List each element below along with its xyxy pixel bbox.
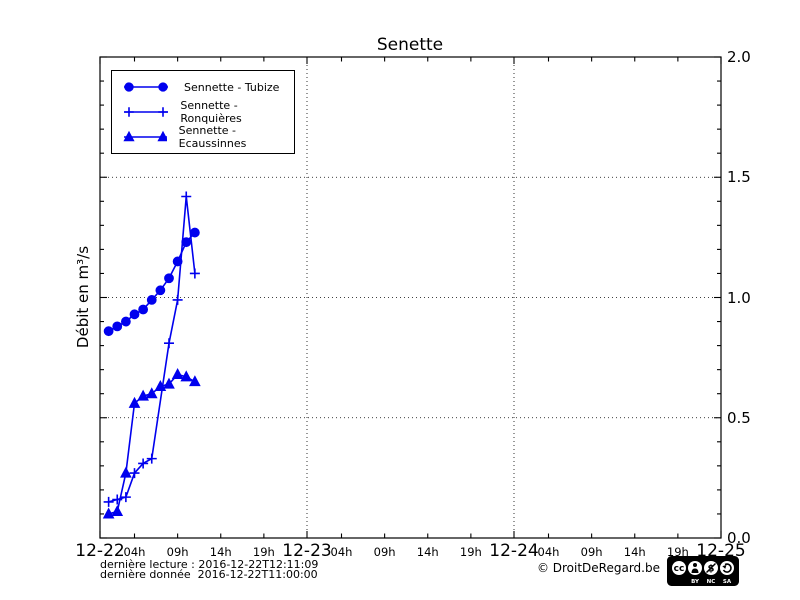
circle-marker <box>146 295 157 305</box>
triangle-marker <box>145 387 158 399</box>
plus-marker <box>103 496 114 507</box>
triangle-marker <box>123 130 135 141</box>
x-tick-label-hour: 09h <box>166 545 189 559</box>
plus-marker <box>129 468 140 479</box>
creative-commons-badge: cc $ BY NC SA <box>667 556 739 586</box>
plus-marker <box>120 492 131 503</box>
legend-label: Sennette - Tubize <box>184 80 280 94</box>
circle-marker <box>189 227 200 238</box>
circle-marker <box>164 273 174 284</box>
plus-marker <box>172 294 183 305</box>
plus-marker <box>124 107 134 117</box>
y-tick-label: 0.5 <box>727 408 751 427</box>
cc-by-label: BY <box>691 579 700 585</box>
y-axis-label: Débit en m³/s <box>74 245 92 349</box>
x-tick-label-hour: 04h <box>123 545 146 559</box>
x-tick-label-day: 12-22 <box>75 541 125 561</box>
svg-text:$: $ <box>708 564 715 575</box>
plus-marker <box>189 268 200 279</box>
plus-marker <box>146 453 157 464</box>
y-tick-label: 2.0 <box>727 48 751 66</box>
x-tick-label-day: 12-25 <box>696 541 746 561</box>
triangle-marker <box>128 396 141 408</box>
y-tick-label: 1.0 <box>727 288 751 307</box>
circle-marker <box>129 309 140 320</box>
triangle-marker <box>120 466 132 478</box>
triangle-marker <box>137 389 149 401</box>
legend-box: Sennette - Tubize Sennette - Ronquières … <box>111 70 295 154</box>
triangle-marker <box>154 380 167 391</box>
series-2 <box>102 367 201 519</box>
series-1 <box>103 191 200 507</box>
x-tick-label-hour: 04h <box>537 545 560 559</box>
series-0 <box>103 227 200 337</box>
legend-item-ronquieres: Sennette - Ronquières <box>112 99 294 125</box>
legend-label: Sennette - Ronquières <box>180 98 242 125</box>
legend-item-ecaussinnes: Sennette - Ecaussinnes <box>112 124 294 150</box>
cc-nc-label: NC <box>707 579 716 585</box>
legend-item-tubize: Sennette - Tubize <box>112 78 294 96</box>
triangle-marker <box>180 370 193 382</box>
x-tick-label-hour: 04h <box>330 545 353 559</box>
x-tick-label-hour: 19h <box>459 545 482 559</box>
copyright-text: © DroitDeRegard.be <box>536 561 660 575</box>
triangle-marker <box>102 507 115 519</box>
y-tick-label: 1.5 <box>727 168 751 187</box>
axis-ticks <box>99 56 722 539</box>
triangle-marker <box>171 367 184 379</box>
cc-sa-label: SA <box>723 579 732 585</box>
circle-marker <box>112 321 123 332</box>
x-tick-label-hour: 19h <box>252 545 275 559</box>
circle-marker <box>158 82 168 93</box>
triangle-marker <box>157 130 167 141</box>
x-tick-label-hour: 09h <box>580 545 603 559</box>
circle-marker-icon <box>124 82 168 93</box>
x-tick-label-hour: 19h <box>666 545 689 559</box>
x-tick-label-day: 12-23 <box>282 541 332 561</box>
circle-marker <box>103 326 114 337</box>
plus-marker <box>164 338 174 349</box>
circle-marker <box>124 82 134 93</box>
plus-marker <box>158 107 168 117</box>
cc-by-icon <box>688 561 702 575</box>
cc-sa-icon <box>720 561 734 575</box>
circle-marker <box>172 256 183 267</box>
plus-marker <box>181 191 192 202</box>
circle-marker <box>155 285 166 296</box>
legend-label: Sennette - Ecaussinnes <box>178 123 247 150</box>
plus-marker <box>138 458 149 469</box>
cc-icon: cc <box>672 561 686 575</box>
circle-marker <box>138 304 149 315</box>
svg-text:cc: cc <box>674 564 685 574</box>
x-tick-label-hour: 09h <box>373 545 396 559</box>
triangle-marker <box>111 505 124 517</box>
x-tick-label-day: 12-24 <box>489 541 539 561</box>
y-tick-label: 0.0 <box>727 529 751 547</box>
chart-title: Senette <box>376 35 444 55</box>
x-tick-label-hour: 14h <box>416 545 439 559</box>
series-line <box>108 196 196 503</box>
circle-marker <box>120 316 131 327</box>
triangle-marker <box>163 377 175 389</box>
gridlines <box>100 57 721 538</box>
plus-marker-icon <box>124 107 168 117</box>
x-tick-label-hour: 14h <box>623 545 646 559</box>
triangle-marker <box>189 375 201 387</box>
x-tick-label-hour: 14h <box>209 545 232 559</box>
last-data-text: dernière donnée 2016-12-22T11:00:00 <box>100 568 318 581</box>
triangle-marker-icon <box>123 130 167 141</box>
cc-nc-icon: $ <box>704 561 718 575</box>
last-reading-text: dernière lecture : 2016-12-22T12:11:09 <box>100 558 319 571</box>
